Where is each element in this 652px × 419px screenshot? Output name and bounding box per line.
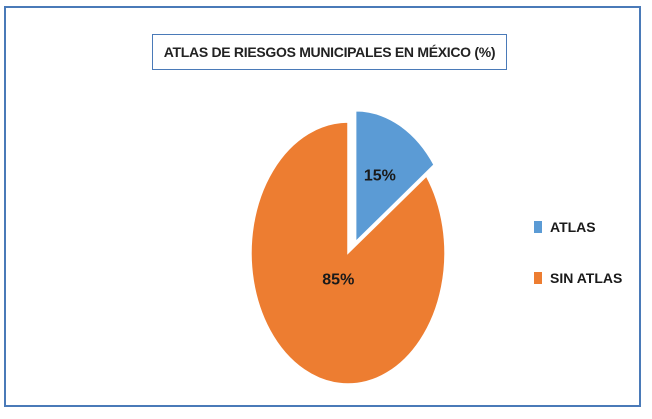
data-label-atlas: 15% xyxy=(364,167,396,184)
legend-item-sin-atlas: SIN ATLAS xyxy=(534,267,622,289)
pie-slice-atlas xyxy=(354,110,436,244)
legend-swatch-sin-atlas xyxy=(534,272,542,284)
chart-title: ATLAS DE RIESGOS MUNICIPALES EN MÉXICO (… xyxy=(152,34,507,70)
chart-legend: ATLAS SIN ATLAS xyxy=(534,216,622,318)
data-label-sin-atlas: 85% xyxy=(322,272,354,289)
legend-label-atlas: ATLAS xyxy=(550,219,596,235)
legend-label-sin-atlas: SIN ATLAS xyxy=(550,270,623,286)
pie-slice-sin-atlas xyxy=(250,121,446,385)
legend-item-atlas: ATLAS xyxy=(534,216,622,238)
legend-swatch-atlas xyxy=(534,221,542,233)
